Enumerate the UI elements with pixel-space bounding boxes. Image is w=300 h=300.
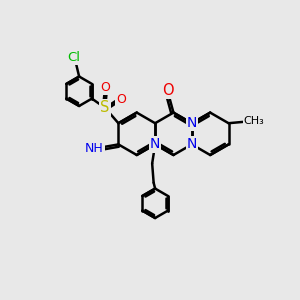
Text: NH: NH	[85, 142, 104, 155]
Text: N: N	[187, 116, 197, 130]
Text: N: N	[187, 137, 197, 152]
Text: O: O	[116, 93, 126, 106]
Text: S: S	[100, 100, 110, 116]
Text: O: O	[162, 83, 173, 98]
Text: O: O	[100, 81, 110, 94]
Text: Cl: Cl	[67, 51, 80, 64]
Text: CH₃: CH₃	[244, 116, 265, 126]
Text: N: N	[150, 137, 160, 152]
